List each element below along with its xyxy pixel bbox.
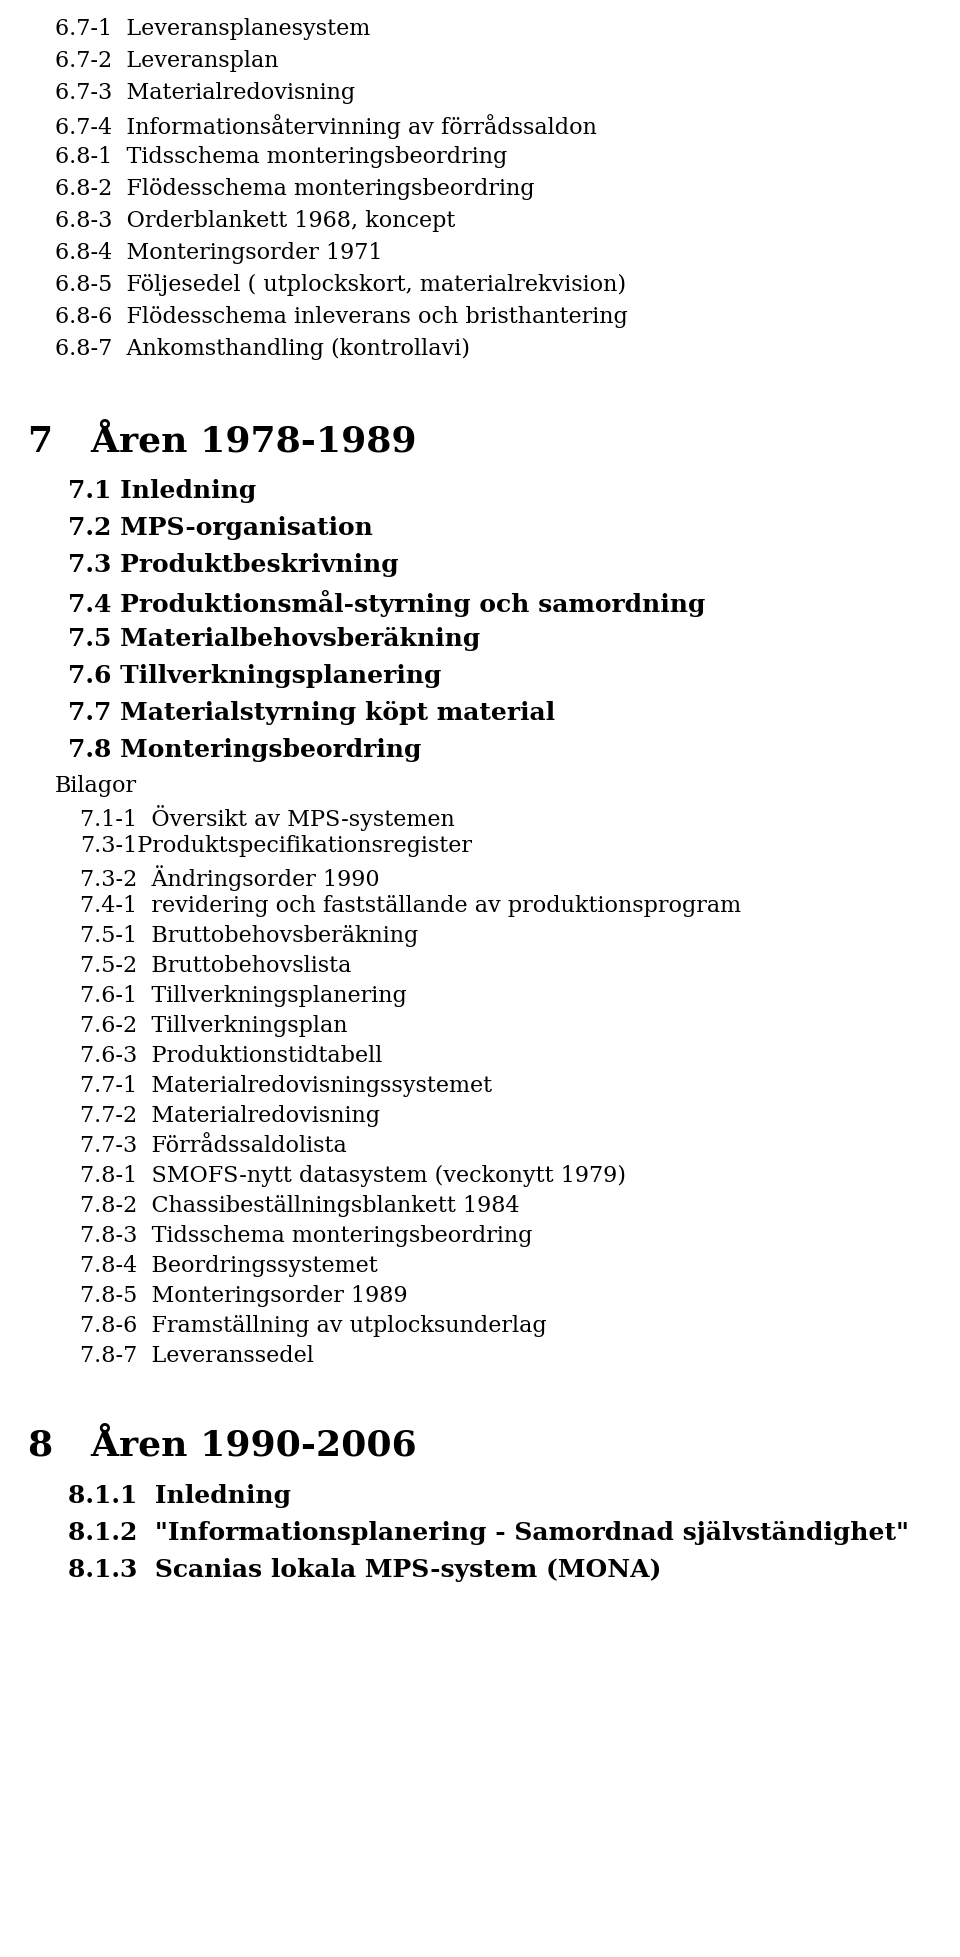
Text: 7.5-2  Bruttobehovslista: 7.5-2 Bruttobehovslista — [80, 955, 351, 977]
Text: 6.8-5  Följesedel ( utplockskort, materialrekvision): 6.8-5 Följesedel ( utplockskort, materia… — [55, 274, 626, 296]
Text: Bilagor: Bilagor — [55, 775, 137, 796]
Text: 7.8-6  Framställning av utplocksunderlag: 7.8-6 Framställning av utplocksunderlag — [80, 1315, 546, 1337]
Text: 6.7-1  Leveransplanesystem: 6.7-1 Leveransplanesystem — [55, 18, 371, 39]
Text: 7.7 Materialstyrning köpt material: 7.7 Materialstyrning köpt material — [68, 701, 555, 724]
Text: 7.6-3  Produktionstidtabell: 7.6-3 Produktionstidtabell — [80, 1045, 382, 1067]
Text: 7.8-1  SMOFS-nytt datasystem (veckonytt 1979): 7.8-1 SMOFS-nytt datasystem (veckonytt 1… — [80, 1164, 626, 1186]
Text: 7.5 Materialbehovsberäkning: 7.5 Materialbehovsberäkning — [68, 626, 480, 650]
Text: 7.6 Tillverkningsplanering: 7.6 Tillverkningsplanering — [68, 663, 442, 687]
Text: 7.3-1Produktspecifikationsregister: 7.3-1Produktspecifikationsregister — [80, 834, 472, 857]
Text: 7.5-1  Bruttobehovsberäkning: 7.5-1 Bruttobehovsberäkning — [80, 924, 419, 947]
Text: 7.4-1  revidering och fastställande av produktionsprogram: 7.4-1 revidering och fastställande av pr… — [80, 894, 741, 916]
Text: 7.3 Produktbeskrivning: 7.3 Produktbeskrivning — [68, 552, 398, 577]
Text: 6.8-2  Flödesschema monteringsbeordring: 6.8-2 Flödesschema monteringsbeordring — [55, 178, 535, 200]
Text: 7.6-2  Tillverkningsplan: 7.6-2 Tillverkningsplan — [80, 1014, 348, 1037]
Text: 7   Åren 1978-1989: 7 Åren 1978-1989 — [28, 425, 417, 458]
Text: 6.8-6  Flödesschema inleverans och bristhantering: 6.8-6 Flödesschema inleverans och bristh… — [55, 305, 628, 329]
Text: 7.7-3  Förrådssaldolista: 7.7-3 Förrådssaldolista — [80, 1135, 347, 1157]
Text: 7.8-3  Tidsschema monteringsbeordring: 7.8-3 Tidsschema monteringsbeordring — [80, 1225, 533, 1247]
Text: 6.7-2  Leveransplan: 6.7-2 Leveransplan — [55, 51, 278, 72]
Text: 7.4 Produktionsmål-styrning och samordning: 7.4 Produktionsmål-styrning och samordni… — [68, 589, 706, 616]
Text: 7.8-4  Beordringssystemet: 7.8-4 Beordringssystemet — [80, 1254, 377, 1276]
Text: 7.2 MPS-organisation: 7.2 MPS-organisation — [68, 517, 372, 540]
Text: 7.7-1  Materialredovisningssystemet: 7.7-1 Materialredovisningssystemet — [80, 1074, 492, 1096]
Text: 8.1.2  "Informationsplanering - Samordnad självständighet": 8.1.2 "Informationsplanering - Samordnad… — [68, 1521, 909, 1544]
Text: 7.6-1  Tillverkningsplanering: 7.6-1 Tillverkningsplanering — [80, 984, 407, 1006]
Text: 7.8 Monteringsbeordring: 7.8 Monteringsbeordring — [68, 738, 421, 761]
Text: 7.7-2  Materialredovisning: 7.7-2 Materialredovisning — [80, 1104, 380, 1127]
Text: 7.1-1  Översikt av MPS-systemen: 7.1-1 Översikt av MPS-systemen — [80, 804, 455, 830]
Text: 7.1 Inledning: 7.1 Inledning — [68, 479, 256, 503]
Text: 7.8-5  Monteringsorder 1989: 7.8-5 Monteringsorder 1989 — [80, 1284, 408, 1307]
Text: 7.3-2  Ändringsorder 1990: 7.3-2 Ändringsorder 1990 — [80, 865, 379, 890]
Text: 6.7-3  Materialredovisning: 6.7-3 Materialredovisning — [55, 82, 355, 104]
Text: 8.1.1  Inledning: 8.1.1 Inledning — [68, 1483, 291, 1507]
Text: 8   Åren 1990-2006: 8 Åren 1990-2006 — [28, 1429, 417, 1462]
Text: 7.8-2  Chassibeställningsblankett 1984: 7.8-2 Chassibeställningsblankett 1984 — [80, 1194, 519, 1217]
Text: 8.1.3  Scanias lokala MPS-system (MONA): 8.1.3 Scanias lokala MPS-system (MONA) — [68, 1558, 661, 1581]
Text: 7.8-7  Leveranssedel: 7.8-7 Leveranssedel — [80, 1344, 314, 1366]
Text: 6.8-3  Orderblankett 1968, koncept: 6.8-3 Orderblankett 1968, koncept — [55, 209, 455, 231]
Text: 6.7-4  Informationsåtervinning av förrådssaldon: 6.7-4 Informationsåtervinning av förråds… — [55, 114, 597, 139]
Text: 6.8-4  Monteringsorder 1971: 6.8-4 Monteringsorder 1971 — [55, 243, 382, 264]
Text: 6.8-1  Tidsschema monteringsbeordring: 6.8-1 Tidsschema monteringsbeordring — [55, 147, 507, 168]
Text: 6.8-7  Ankomsthandling (kontrollavi): 6.8-7 Ankomsthandling (kontrollavi) — [55, 339, 470, 360]
